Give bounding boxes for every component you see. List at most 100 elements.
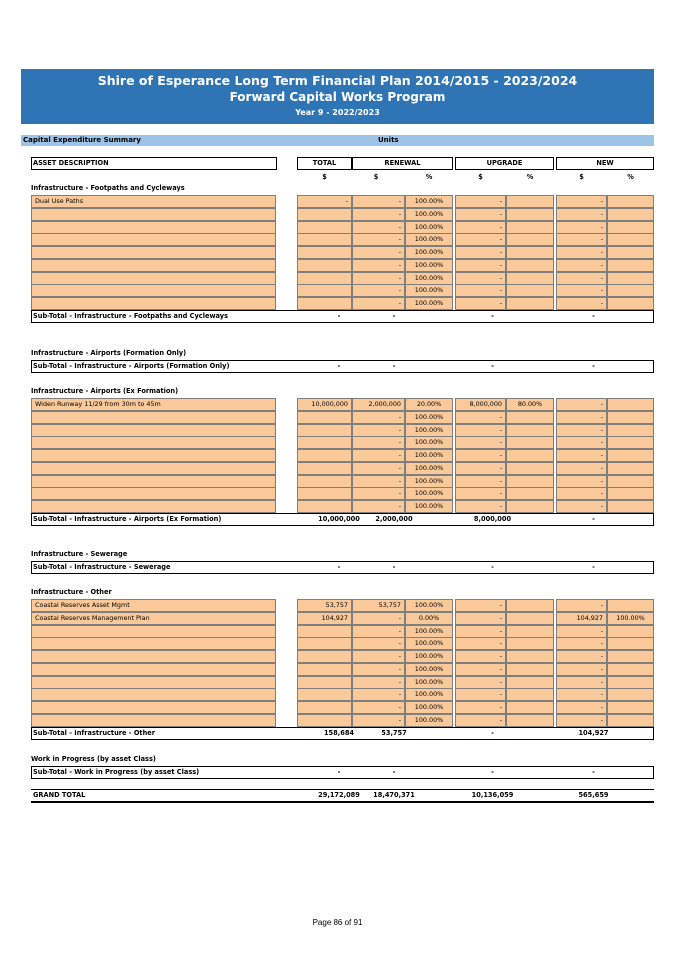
row-desc-cell (31, 436, 276, 450)
row-renewal-cell: - (352, 701, 405, 714)
subtotal-upgrade: - (491, 728, 494, 737)
grand-total-renewal: 18,470,371 (373, 791, 415, 799)
row-total-cell (297, 220, 352, 234)
subtotal-label: Sub-Total - Infrastructure - Footpaths a… (33, 311, 228, 320)
row-desc-cell (31, 662, 276, 676)
row-upgrade-cell: - (455, 662, 506, 676)
row-upgrade-cell: - (455, 713, 506, 727)
row-upgrade-cell: - (455, 599, 506, 612)
row-upgrade-pct-cell (506, 650, 554, 663)
row-total-cell (297, 233, 352, 247)
row-new-cell: - (556, 284, 607, 298)
new-header: NEW (596, 159, 614, 167)
row-upgrade-cell: - (455, 258, 506, 272)
row-desc-cell (31, 624, 276, 638)
row-total-cell (297, 688, 352, 702)
row-new-cell: 104,927 (556, 611, 607, 625)
row-renewal-pct-cell: 100.00% (405, 599, 453, 612)
row-renewal-cell: - (352, 233, 405, 247)
row-new-cell: - (556, 410, 607, 424)
row-new-pct-cell (607, 423, 654, 437)
row-new-cell: - (556, 449, 607, 462)
row-total-cell: 53,757 (297, 599, 352, 612)
row-new-cell: - (556, 500, 607, 513)
row-new-pct-cell (607, 675, 654, 689)
new-dollar: $ (579, 173, 584, 181)
subtotal-renewal: - (392, 563, 396, 571)
section-title: Work in Progress (by asset Class) (31, 755, 156, 763)
row-upgrade-pct-cell (506, 436, 554, 450)
row-upgrade-cell: - (455, 474, 506, 488)
row-renewal-pct-cell: 100.00% (405, 195, 453, 208)
renewal-header-box (352, 157, 453, 170)
report-year: Year 9 - 2022/2023 (295, 108, 380, 117)
row-renewal-pct-cell: 100.00% (405, 637, 453, 651)
subtotal-new: - (592, 514, 595, 523)
section-title: Infrastructure - Sewerage (31, 550, 128, 558)
row-upgrade-pct-cell (506, 207, 554, 221)
row-upgrade-pct-cell (506, 195, 554, 208)
asset-header-box (31, 157, 277, 170)
row-desc-cell (31, 220, 276, 234)
row-upgrade-cell: - (455, 611, 506, 625)
row-new-pct-cell (607, 297, 654, 310)
row-new-cell: - (556, 436, 607, 450)
row-upgrade-pct-cell (506, 449, 554, 462)
row-new-cell: - (556, 662, 607, 676)
row-renewal-cell: - (352, 284, 405, 298)
row-total-cell (297, 637, 352, 651)
row-renewal-pct-cell: 100.00% (405, 701, 453, 714)
row-renewal-cell: 53,757 (352, 599, 405, 612)
row-total-cell (297, 662, 352, 676)
row-new-pct-cell (607, 258, 654, 272)
row-renewal-cell: - (352, 423, 405, 437)
row-renewal-cell: - (352, 713, 405, 727)
row-new-pct-cell (607, 461, 654, 475)
row-renewal-cell: - (352, 487, 405, 501)
row-desc-cell (31, 271, 276, 285)
renewal-pct-header: % (425, 173, 433, 181)
row-desc-cell: Coastal Reserves Management Plan (31, 611, 276, 625)
row-new-cell: - (556, 650, 607, 663)
row-upgrade-cell: - (455, 461, 506, 475)
subtotal-total: - (337, 768, 341, 776)
row-total-cell (297, 423, 352, 437)
subtotal-new: - (592, 362, 595, 370)
subtotal-box (31, 726, 654, 740)
row-new-cell: - (556, 195, 607, 208)
subtotal-renewal: - (392, 768, 396, 776)
upgrade-pct-header: % (526, 173, 534, 181)
row-renewal-cell: 2,000,000 (352, 398, 405, 411)
row-upgrade-cell: - (455, 650, 506, 663)
row-total-cell (297, 701, 352, 714)
subtotal-box (31, 561, 654, 574)
subtotal-total: - (337, 563, 341, 571)
row-new-pct-cell (607, 246, 654, 259)
row-renewal-pct-cell: 100.00% (405, 688, 453, 702)
row-upgrade-cell: - (455, 220, 506, 234)
row-upgrade-pct-cell (506, 637, 554, 651)
grand-total-bottom-rule (31, 801, 654, 803)
row-new-cell: - (556, 624, 607, 638)
row-desc-cell (31, 650, 276, 663)
row-total-cell (297, 271, 352, 285)
total-header-box (297, 157, 352, 170)
row-upgrade-pct-cell (506, 624, 554, 638)
row-desc-cell: Coastal Reserves Asset Mgmt (31, 599, 276, 612)
row-renewal-pct-cell: 100.00% (405, 207, 453, 221)
row-renewal-pct-cell: 100.00% (405, 487, 453, 501)
row-upgrade-pct-cell (506, 474, 554, 488)
subtotal-upgrade: 8,000,000 (473, 514, 512, 523)
row-new-pct-cell (607, 500, 654, 513)
row-desc-cell (31, 474, 276, 488)
row-new-pct-cell (607, 195, 654, 208)
row-renewal-cell: - (352, 500, 405, 513)
row-renewal-pct-cell: 100.00% (405, 675, 453, 689)
row-renewal-pct-cell: 100.00% (405, 713, 453, 727)
row-total-cell: 104,927 (297, 611, 352, 625)
row-renewal-cell: - (352, 271, 405, 285)
grand-total-upgrade: 10,136,059 (471, 791, 514, 799)
row-upgrade-pct-cell (506, 611, 554, 625)
row-new-cell: - (556, 207, 607, 221)
subtotal-box (31, 512, 654, 526)
